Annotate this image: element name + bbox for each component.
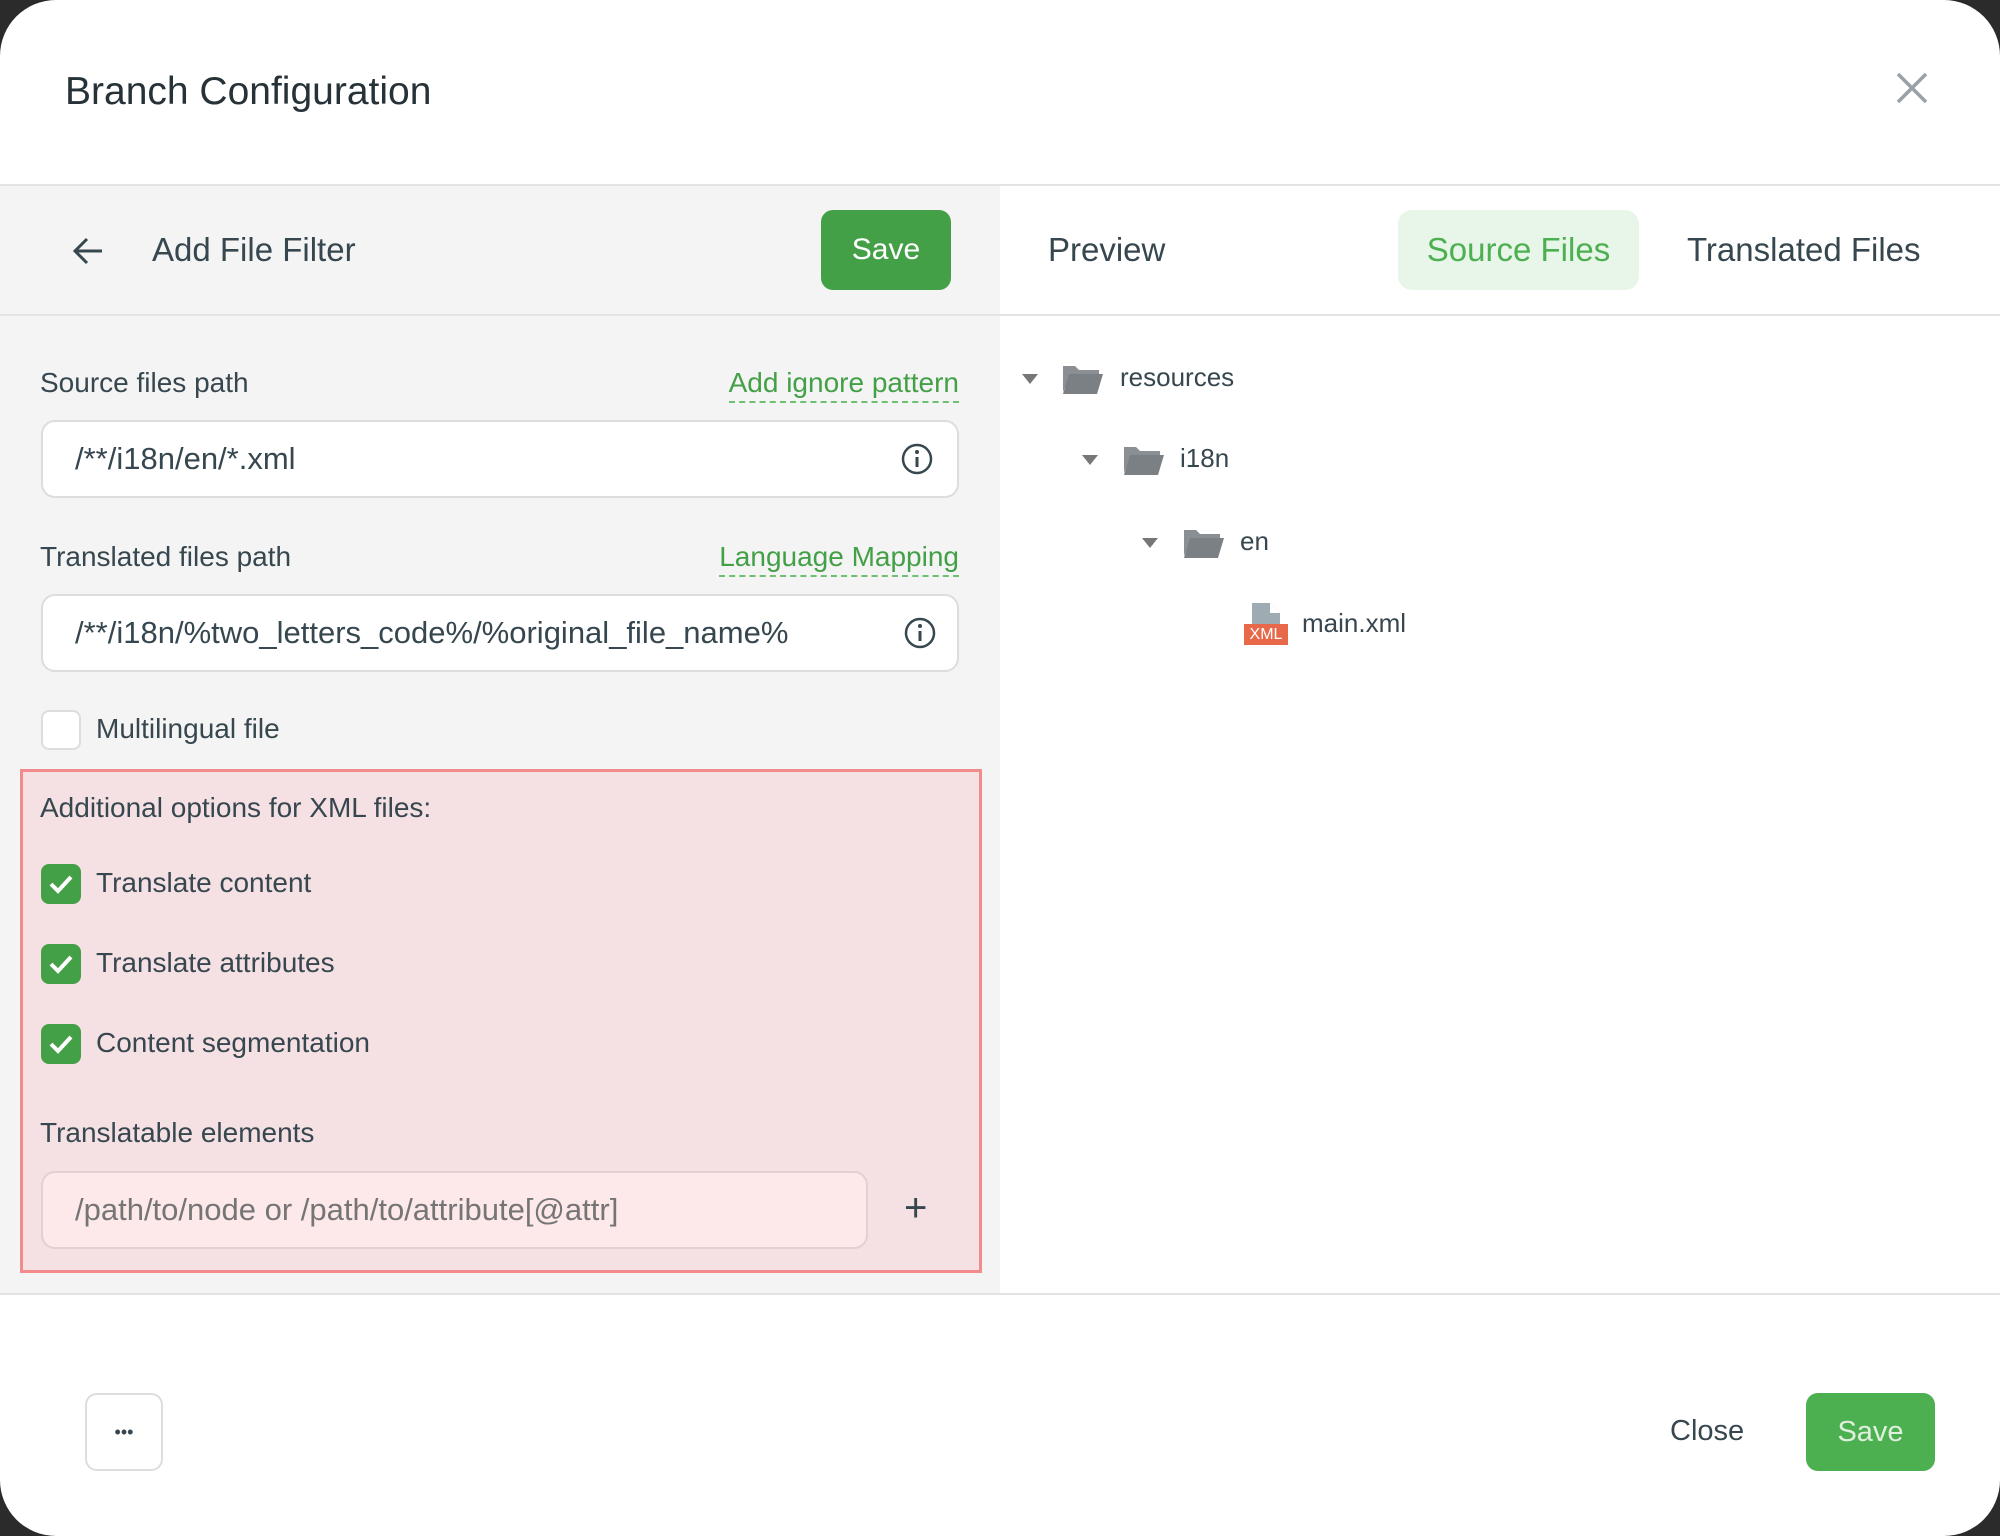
info-icon[interactable]	[900, 442, 934, 476]
divider	[0, 314, 2000, 316]
add-element-button[interactable]: +	[904, 1186, 928, 1230]
add-file-filter-title: Add File Filter	[152, 231, 356, 268]
tree-item-resources[interactable]: resources	[1120, 362, 1235, 392]
tree-item-i18n[interactable]: i18n	[1180, 443, 1230, 473]
preview-panel	[1000, 186, 2000, 1293]
save-filter-button[interactable]: Save	[821, 210, 951, 290]
checkmark-icon	[49, 955, 73, 974]
translate-attributes-checkbox[interactable]	[41, 944, 81, 984]
source-files-label: Source files path	[40, 367, 249, 398]
translate-content-label: Translate content	[96, 867, 312, 898]
preview-title: Preview	[1048, 231, 1166, 268]
folder-open-icon	[1063, 366, 1103, 394]
language-mapping-link[interactable]: Language Mapping	[719, 541, 959, 577]
divider	[0, 184, 2000, 186]
content-segmentation-label: Content segmentation	[96, 1027, 370, 1058]
translatable-elements-input[interactable]	[41, 1171, 868, 1249]
translate-content-checkbox[interactable]	[41, 864, 81, 904]
translated-files-input[interactable]: /**/i18n/%two_letters_code%/%original_fi…	[41, 594, 959, 672]
caret-down-icon[interactable]	[1142, 538, 1158, 548]
translated-files-label: Translated files path	[40, 541, 292, 572]
more-options-button[interactable]: •••	[85, 1393, 163, 1471]
dialog-title: Branch Configuration	[65, 70, 432, 113]
footer-divider	[0, 1293, 2000, 1295]
checkmark-icon	[49, 1035, 73, 1054]
add-ignore-pattern-link[interactable]: Add ignore pattern	[728, 367, 959, 403]
folder-open-icon	[1124, 447, 1164, 475]
close-button[interactable]: Close	[1670, 1415, 1745, 1447]
multilingual-label: Multilingual file	[96, 713, 280, 744]
tree-item-en[interactable]: en	[1240, 526, 1269, 556]
translate-attributes-label: Translate attributes	[96, 947, 335, 978]
caret-down-icon[interactable]	[1082, 455, 1098, 465]
xml-options-heading: Additional options for XML files:	[40, 792, 432, 823]
multilingual-checkbox[interactable]	[41, 710, 81, 750]
translatable-elements-label: Translatable elements	[40, 1117, 315, 1148]
tab-source-files[interactable]: Source Files	[1398, 210, 1639, 290]
xml-file-icon: XML	[1244, 603, 1288, 645]
source-files-value: /**/i18n/en/*.xml	[75, 441, 296, 476]
caret-down-icon[interactable]	[1022, 374, 1038, 384]
content-segmentation-checkbox[interactable]	[41, 1024, 81, 1064]
tab-translated-files[interactable]: Translated Files	[1687, 231, 1921, 268]
back-arrow-icon[interactable]	[72, 236, 104, 266]
close-icon[interactable]	[1892, 68, 1932, 108]
source-files-input[interactable]: /**/i18n/en/*.xml	[41, 420, 959, 498]
folder-open-icon	[1184, 530, 1224, 558]
translated-files-value: /**/i18n/%two_letters_code%/%original_fi…	[75, 615, 789, 650]
info-icon[interactable]	[903, 616, 937, 650]
checkmark-icon	[49, 875, 73, 894]
tree-item-main-xml[interactable]: main.xml	[1302, 608, 1407, 638]
save-button[interactable]: Save	[1806, 1393, 1935, 1471]
